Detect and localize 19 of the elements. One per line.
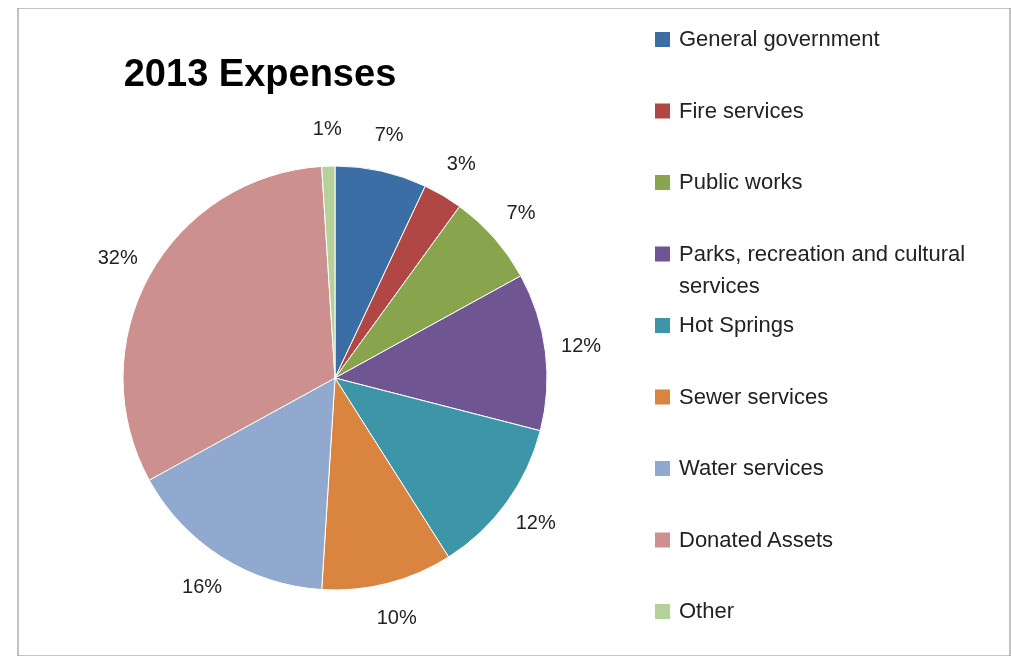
data-label: 7% [374, 123, 404, 146]
data-label: 3% [446, 151, 476, 174]
data-label: 7% [506, 201, 536, 224]
legend-label: Donated Assets [679, 526, 834, 552]
data-label: 10% [376, 605, 417, 628]
legend-label: General government [679, 25, 880, 51]
legend-label: Parks, recreation and cultural services [679, 240, 966, 298]
text: 2013 Expenses [123, 52, 397, 94]
legend-label: Hot Springs [679, 311, 794, 337]
legend-label: Water services [679, 454, 824, 480]
data-label: 16% [182, 574, 223, 597]
legend-label: Public works [679, 168, 803, 194]
data-label: 12% [561, 334, 602, 357]
legend-label: Other [679, 597, 735, 623]
data-label: 32% [97, 245, 138, 268]
legend-label: Sewer services [679, 383, 829, 409]
data-label: 1% [312, 117, 342, 140]
legend-label: Fire services [679, 97, 804, 123]
data-label: 12% [515, 511, 556, 534]
